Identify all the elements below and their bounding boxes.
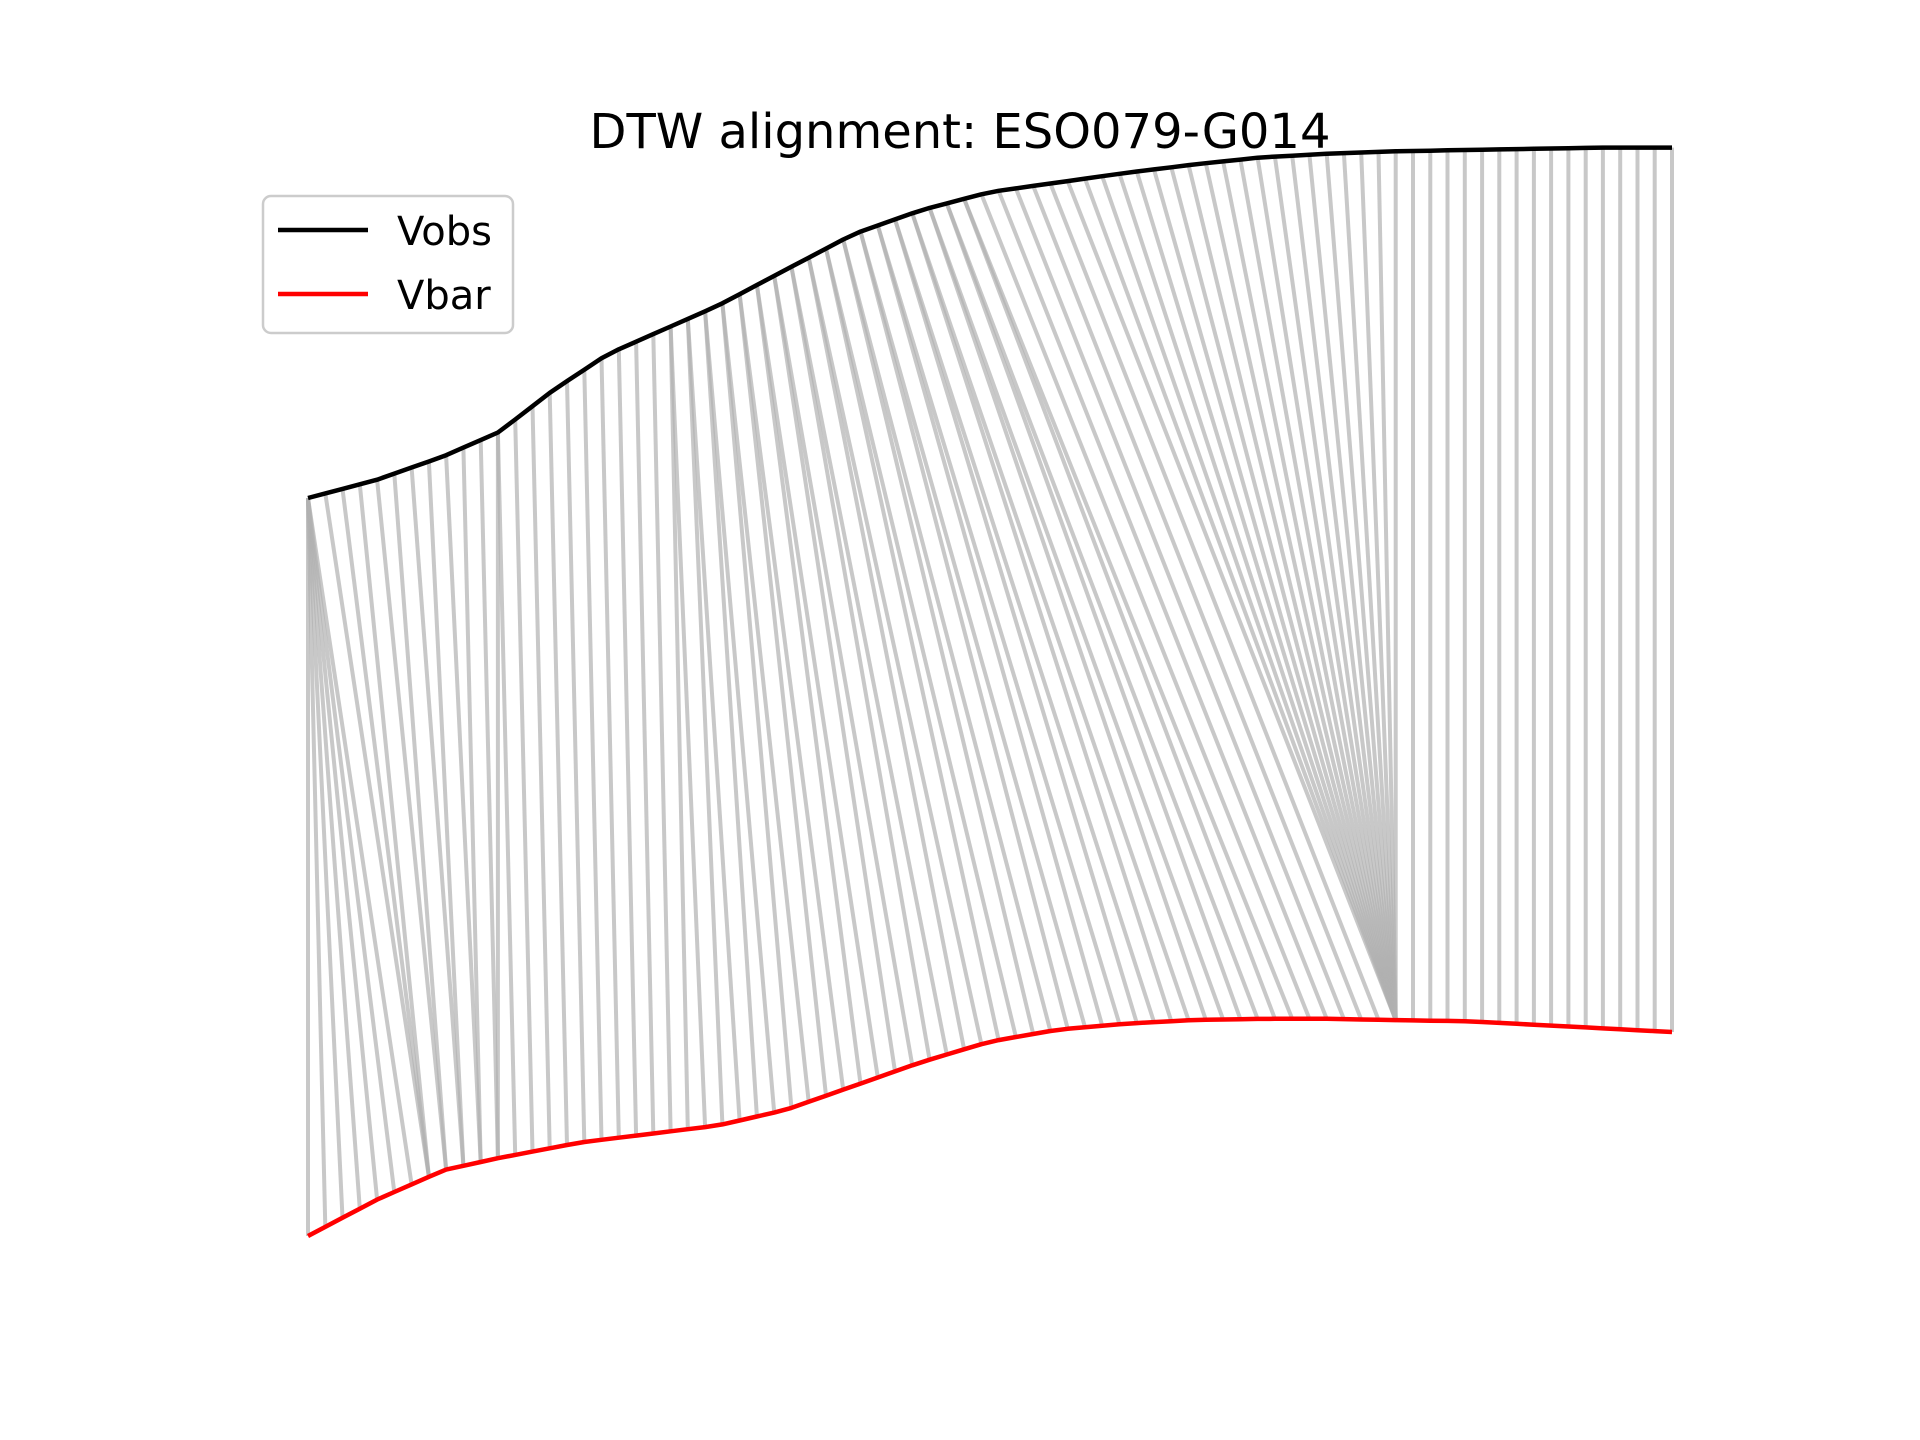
- alignment-connector: [1203, 162, 1398, 1021]
- alignment-connector: [1117, 173, 1398, 1021]
- alignment-connector: [962, 198, 1295, 1020]
- alignment-connector: [1272, 156, 1398, 1021]
- alignment-connector: [1083, 177, 1398, 1021]
- vbar-series-line: [306, 1016, 1673, 1238]
- alignment-connector: [979, 193, 1312, 1020]
- alignment-connector: [1255, 157, 1398, 1021]
- alignment-connector: [824, 248, 1001, 1041]
- alignment-connector: [1152, 168, 1398, 1021]
- legend: Vobs Vbar: [261, 194, 515, 335]
- alignment-connector: [703, 311, 759, 1117]
- alignment-connector: [1186, 164, 1398, 1021]
- alignment-connector: [599, 358, 621, 1138]
- alignment-connector: [875, 224, 1122, 1025]
- alignment-connector: [444, 455, 483, 1163]
- alignment-connector: [1048, 182, 1381, 1021]
- vobs-series-line: [307, 145, 1672, 501]
- alignment-connector: [841, 238, 1053, 1032]
- alignment-connector: [824, 248, 1018, 1038]
- alignment-connector: [634, 341, 656, 1134]
- legend-label-vbar: Vbar: [397, 273, 491, 319]
- alignment-connector: [1238, 159, 1398, 1021]
- alignment-connector: [1169, 166, 1398, 1021]
- alignment-connector: [306, 497, 328, 1227]
- alignment-connector: [306, 497, 397, 1193]
- alignment-connector: [1376, 151, 1398, 1021]
- alignment-connector: [478, 440, 500, 1159]
- alignment-connector: [720, 303, 811, 1103]
- alignment-connector: [306, 497, 380, 1200]
- alignment-connector: [1341, 152, 1398, 1021]
- alignment-connector: [1324, 153, 1398, 1021]
- alignment-connector: [685, 318, 725, 1125]
- alignment-connector: [754, 284, 863, 1084]
- alignment-connector: [392, 473, 449, 1170]
- alignment-connector: [530, 406, 552, 1149]
- alignment-connector: [893, 218, 1139, 1024]
- alignment-connector: [1014, 187, 1346, 1020]
- legend-label-vobs: Vobs: [397, 209, 492, 255]
- alignment-connector: [357, 484, 431, 1177]
- alignment-connector: [1065, 180, 1398, 1021]
- alignment-connector: [582, 369, 604, 1140]
- alignment-connector: [806, 257, 984, 1045]
- alignment-connector: [1031, 185, 1364, 1021]
- alignment-connector: [426, 461, 466, 1166]
- alignment-connector: [944, 202, 1260, 1020]
- alignment-connector: [668, 326, 708, 1128]
- alignment-connector: [996, 190, 1329, 1020]
- alignment-connector: [547, 392, 569, 1146]
- alignment-connector: [495, 432, 518, 1155]
- alignment-connector: [1100, 175, 1398, 1021]
- alignment-connector: [944, 202, 1243, 1020]
- alignment-connector: [340, 488, 431, 1178]
- alignment-connector: [910, 212, 1191, 1021]
- alignment-connector: [962, 198, 1277, 1020]
- alignment-connector: [1359, 152, 1398, 1021]
- alignment-connector: [375, 479, 449, 1170]
- alignment-connector: [306, 497, 414, 1185]
- alignment-connector: [323, 493, 431, 1178]
- alignment-connector: [875, 224, 1105, 1027]
- alignment-connector: [651, 334, 673, 1132]
- alignment-connector: [306, 497, 362, 1209]
- alignment-connector: [772, 275, 897, 1072]
- alignment-connector: [927, 207, 1225, 1021]
- alignment-connector: [565, 381, 587, 1143]
- alignment-connector: [616, 349, 639, 1136]
- alignment-connector: [685, 318, 742, 1121]
- alignment-connector: [789, 266, 949, 1055]
- alignment-connector: [737, 293, 846, 1090]
- alignment-connectors: [306, 147, 1674, 1236]
- alignment-connector: [1307, 154, 1398, 1021]
- alignment-connector: [306, 497, 345, 1218]
- alignment-connector: [1221, 161, 1398, 1021]
- alignment-connector: [910, 212, 1174, 1022]
- alignment-connector: [789, 266, 932, 1061]
- alignment-connector: [858, 231, 1070, 1030]
- alignment-connector: [668, 326, 690, 1130]
- alignment-connector: [806, 257, 967, 1050]
- alignment-connector: [1134, 170, 1398, 1021]
- alignment-connector: [703, 311, 777, 1113]
- alignment-connector: [772, 275, 915, 1066]
- alignment-connector: [1290, 155, 1398, 1021]
- alignment-connector: [841, 239, 1036, 1035]
- alignment-connector: [754, 284, 880, 1078]
- alignment-connector: [409, 467, 466, 1166]
- alignment-connector: [461, 447, 483, 1163]
- alignment-connector: [893, 218, 1156, 1023]
- alignment-connector: [513, 419, 535, 1152]
- alignment-connector: [720, 303, 794, 1109]
- alignment-connector: [858, 231, 1087, 1028]
- alignment-connector: [737, 293, 828, 1096]
- alignment-connector: [927, 207, 1208, 1021]
- chart-title: DTW alignment: ESO079-G014: [589, 104, 1330, 160]
